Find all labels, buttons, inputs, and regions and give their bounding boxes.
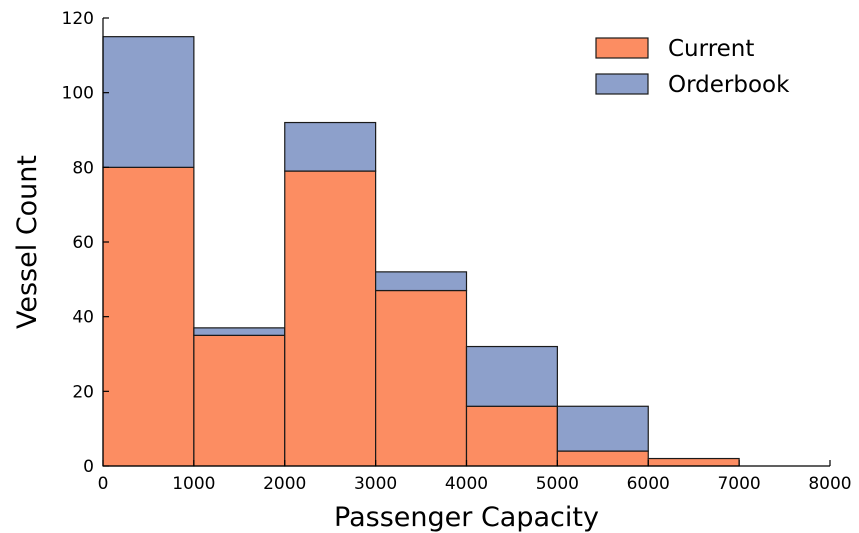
bar-orderbook-2000-3000 (284, 121, 377, 172)
y-tick-label: 20 (72, 382, 94, 402)
bar-orderbook-3000-4000 (375, 271, 468, 292)
bar-current-2000-3000 (284, 170, 377, 467)
x-tick-label: 6000 (627, 474, 670, 494)
x-axis-title: Passenger Capacity (334, 502, 599, 533)
legend-label-orderbook: Orderbook (668, 72, 790, 98)
y-tick-label: 0 (83, 457, 94, 477)
bar-orderbook-1000-2000 (193, 327, 286, 336)
y-tick-labels: 0 20 40 60 80 100 120 (62, 9, 109, 477)
y-tick-label: 60 (72, 233, 94, 253)
bar-current-5000-6000 (556, 450, 649, 467)
bar-current-4000-5000 (465, 405, 558, 467)
x-tick-label: 8000 (808, 474, 851, 494)
bar-current-0-1000 (102, 166, 195, 467)
bar-current-1000-2000 (193, 334, 286, 467)
y-tick-label: 40 (72, 308, 94, 328)
x-tick-label: 0 (98, 474, 109, 494)
bar-current-3000-4000 (375, 289, 468, 467)
bars-layer (102, 36, 740, 467)
x-tick-label: 4000 (445, 474, 488, 494)
y-axis-title: Vessel Count (12, 155, 43, 329)
y-tick-label: 120 (62, 9, 94, 29)
y-tick-label: 80 (72, 158, 94, 178)
x-tick-label: 3000 (354, 474, 397, 494)
x-tick-label: 2000 (263, 474, 306, 494)
legend-swatch-orderbook (595, 73, 649, 95)
legend-swatch-current (595, 37, 649, 59)
x-tick-label: 7000 (717, 474, 760, 494)
legend: Current Orderbook (595, 36, 790, 98)
bar-orderbook-5000-6000 (556, 405, 649, 452)
x-tick-labels: 0 1000 2000 3000 4000 5000 6000 7000 8000 (98, 460, 852, 494)
bar-orderbook-0-1000 (102, 36, 195, 168)
bar-current-6000-7000 (647, 457, 740, 467)
x-tick-label: 5000 (536, 474, 579, 494)
x-tick-label: 1000 (172, 474, 215, 494)
y-tick-label: 100 (62, 84, 94, 104)
bar-orderbook-4000-5000 (465, 345, 558, 407)
legend-label-current: Current (668, 36, 754, 62)
